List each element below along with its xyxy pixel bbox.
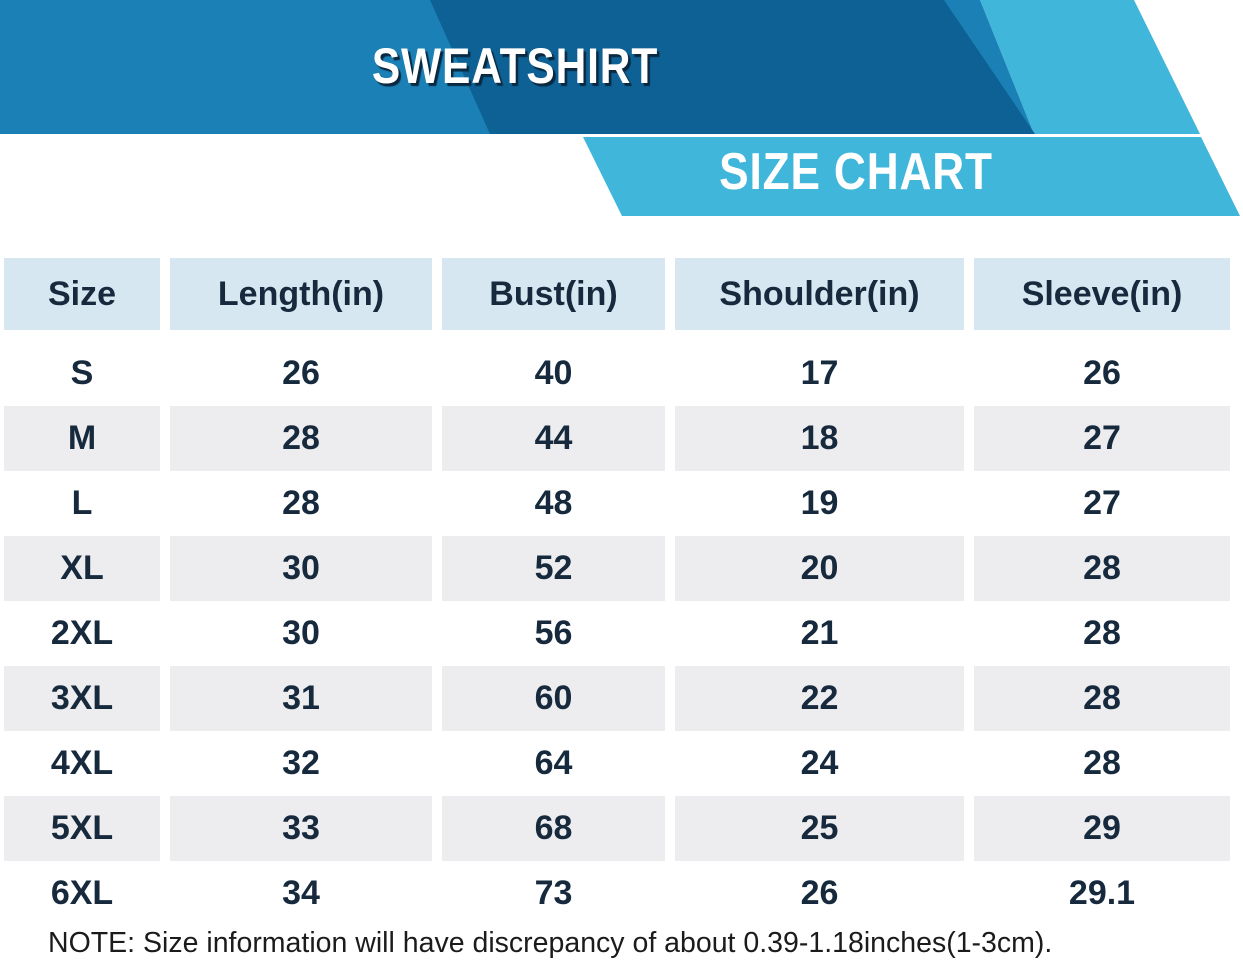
table-header-row: Size Length(in) Bust(in) Shoulder(in) Sl… bbox=[4, 258, 1230, 330]
table-row: L 28 48 19 27 bbox=[4, 471, 1230, 536]
column-header-bust: Bust(in) bbox=[442, 258, 665, 330]
shoulder-cell: 21 bbox=[675, 601, 964, 666]
size-cell: 6XL bbox=[4, 861, 160, 926]
sleeve-cell: 28 bbox=[974, 731, 1230, 796]
table-row: 4XL 32 64 24 28 bbox=[4, 731, 1230, 796]
length-cell: 31 bbox=[170, 666, 432, 731]
shoulder-cell: 17 bbox=[675, 341, 964, 406]
sleeve-cell: 27 bbox=[974, 406, 1230, 471]
table-row: S 26 40 17 26 bbox=[4, 341, 1230, 406]
shoulder-cell: 24 bbox=[675, 731, 964, 796]
table-body: S 26 40 17 26 M 28 44 18 27 L 28 48 19 2… bbox=[4, 341, 1230, 926]
size-cell: XL bbox=[4, 536, 160, 601]
size-cell: S bbox=[4, 341, 160, 406]
size-cell: 3XL bbox=[4, 666, 160, 731]
table-row: M 28 44 18 27 bbox=[4, 406, 1230, 471]
sleeve-cell: 26 bbox=[974, 341, 1230, 406]
bust-cell: 64 bbox=[442, 731, 665, 796]
size-note: NOTE: Size information will have discrep… bbox=[48, 927, 1053, 959]
shoulder-cell: 20 bbox=[675, 536, 964, 601]
shoulder-cell: 22 bbox=[675, 666, 964, 731]
banner-subtitle: SIZE CHART bbox=[719, 143, 993, 201]
length-cell: 28 bbox=[170, 471, 432, 536]
size-cell: L bbox=[4, 471, 160, 536]
banner-title: SWEATSHIRT bbox=[371, 38, 659, 94]
column-header-length: Length(in) bbox=[170, 258, 432, 330]
sleeve-cell: 27 bbox=[974, 471, 1230, 536]
length-cell: 33 bbox=[170, 796, 432, 861]
sleeve-cell: 28 bbox=[974, 601, 1230, 666]
shoulder-cell: 18 bbox=[675, 406, 964, 471]
column-header-size: Size bbox=[4, 258, 160, 330]
table-row: XL 30 52 20 28 bbox=[4, 536, 1230, 601]
shoulder-cell: 25 bbox=[675, 796, 964, 861]
table-row: 3XL 31 60 22 28 bbox=[4, 666, 1230, 731]
bust-cell: 73 bbox=[442, 861, 665, 926]
shoulder-cell: 19 bbox=[675, 471, 964, 536]
size-cell: 4XL bbox=[4, 731, 160, 796]
size-chart-table: Size Length(in) Bust(in) Shoulder(in) Sl… bbox=[4, 258, 1230, 926]
size-cell: M bbox=[4, 406, 160, 471]
shoulder-cell: 26 bbox=[675, 861, 964, 926]
bust-cell: 40 bbox=[442, 341, 665, 406]
bust-cell: 52 bbox=[442, 536, 665, 601]
sleeve-cell: 29 bbox=[974, 796, 1230, 861]
table-row: 5XL 33 68 25 29 bbox=[4, 796, 1230, 861]
sleeve-cell: 28 bbox=[974, 536, 1230, 601]
cyan-ribbon-bottom-shape bbox=[583, 137, 1240, 216]
bust-cell: 68 bbox=[442, 796, 665, 861]
length-cell: 32 bbox=[170, 731, 432, 796]
size-cell: 2XL bbox=[4, 601, 160, 666]
length-cell: 26 bbox=[170, 341, 432, 406]
bust-cell: 56 bbox=[442, 601, 665, 666]
sleeve-cell: 29.1 bbox=[974, 861, 1230, 926]
bust-cell: 44 bbox=[442, 406, 665, 471]
column-header-shoulder: Shoulder(in) bbox=[675, 258, 964, 330]
length-cell: 30 bbox=[170, 601, 432, 666]
length-cell: 28 bbox=[170, 406, 432, 471]
table-row: 6XL 34 73 26 29.1 bbox=[4, 861, 1230, 926]
column-header-sleeve: Sleeve(in) bbox=[974, 258, 1230, 330]
bust-cell: 48 bbox=[442, 471, 665, 536]
dark-blue-banner-shape bbox=[430, 0, 1035, 134]
bust-cell: 60 bbox=[442, 666, 665, 731]
sleeve-cell: 28 bbox=[974, 666, 1230, 731]
hero-banner: SWEATSHIRT SIZE CHART bbox=[0, 0, 1243, 216]
length-cell: 34 bbox=[170, 861, 432, 926]
size-cell: 5XL bbox=[4, 796, 160, 861]
table-row: 2XL 30 56 21 28 bbox=[4, 601, 1230, 666]
length-cell: 30 bbox=[170, 536, 432, 601]
